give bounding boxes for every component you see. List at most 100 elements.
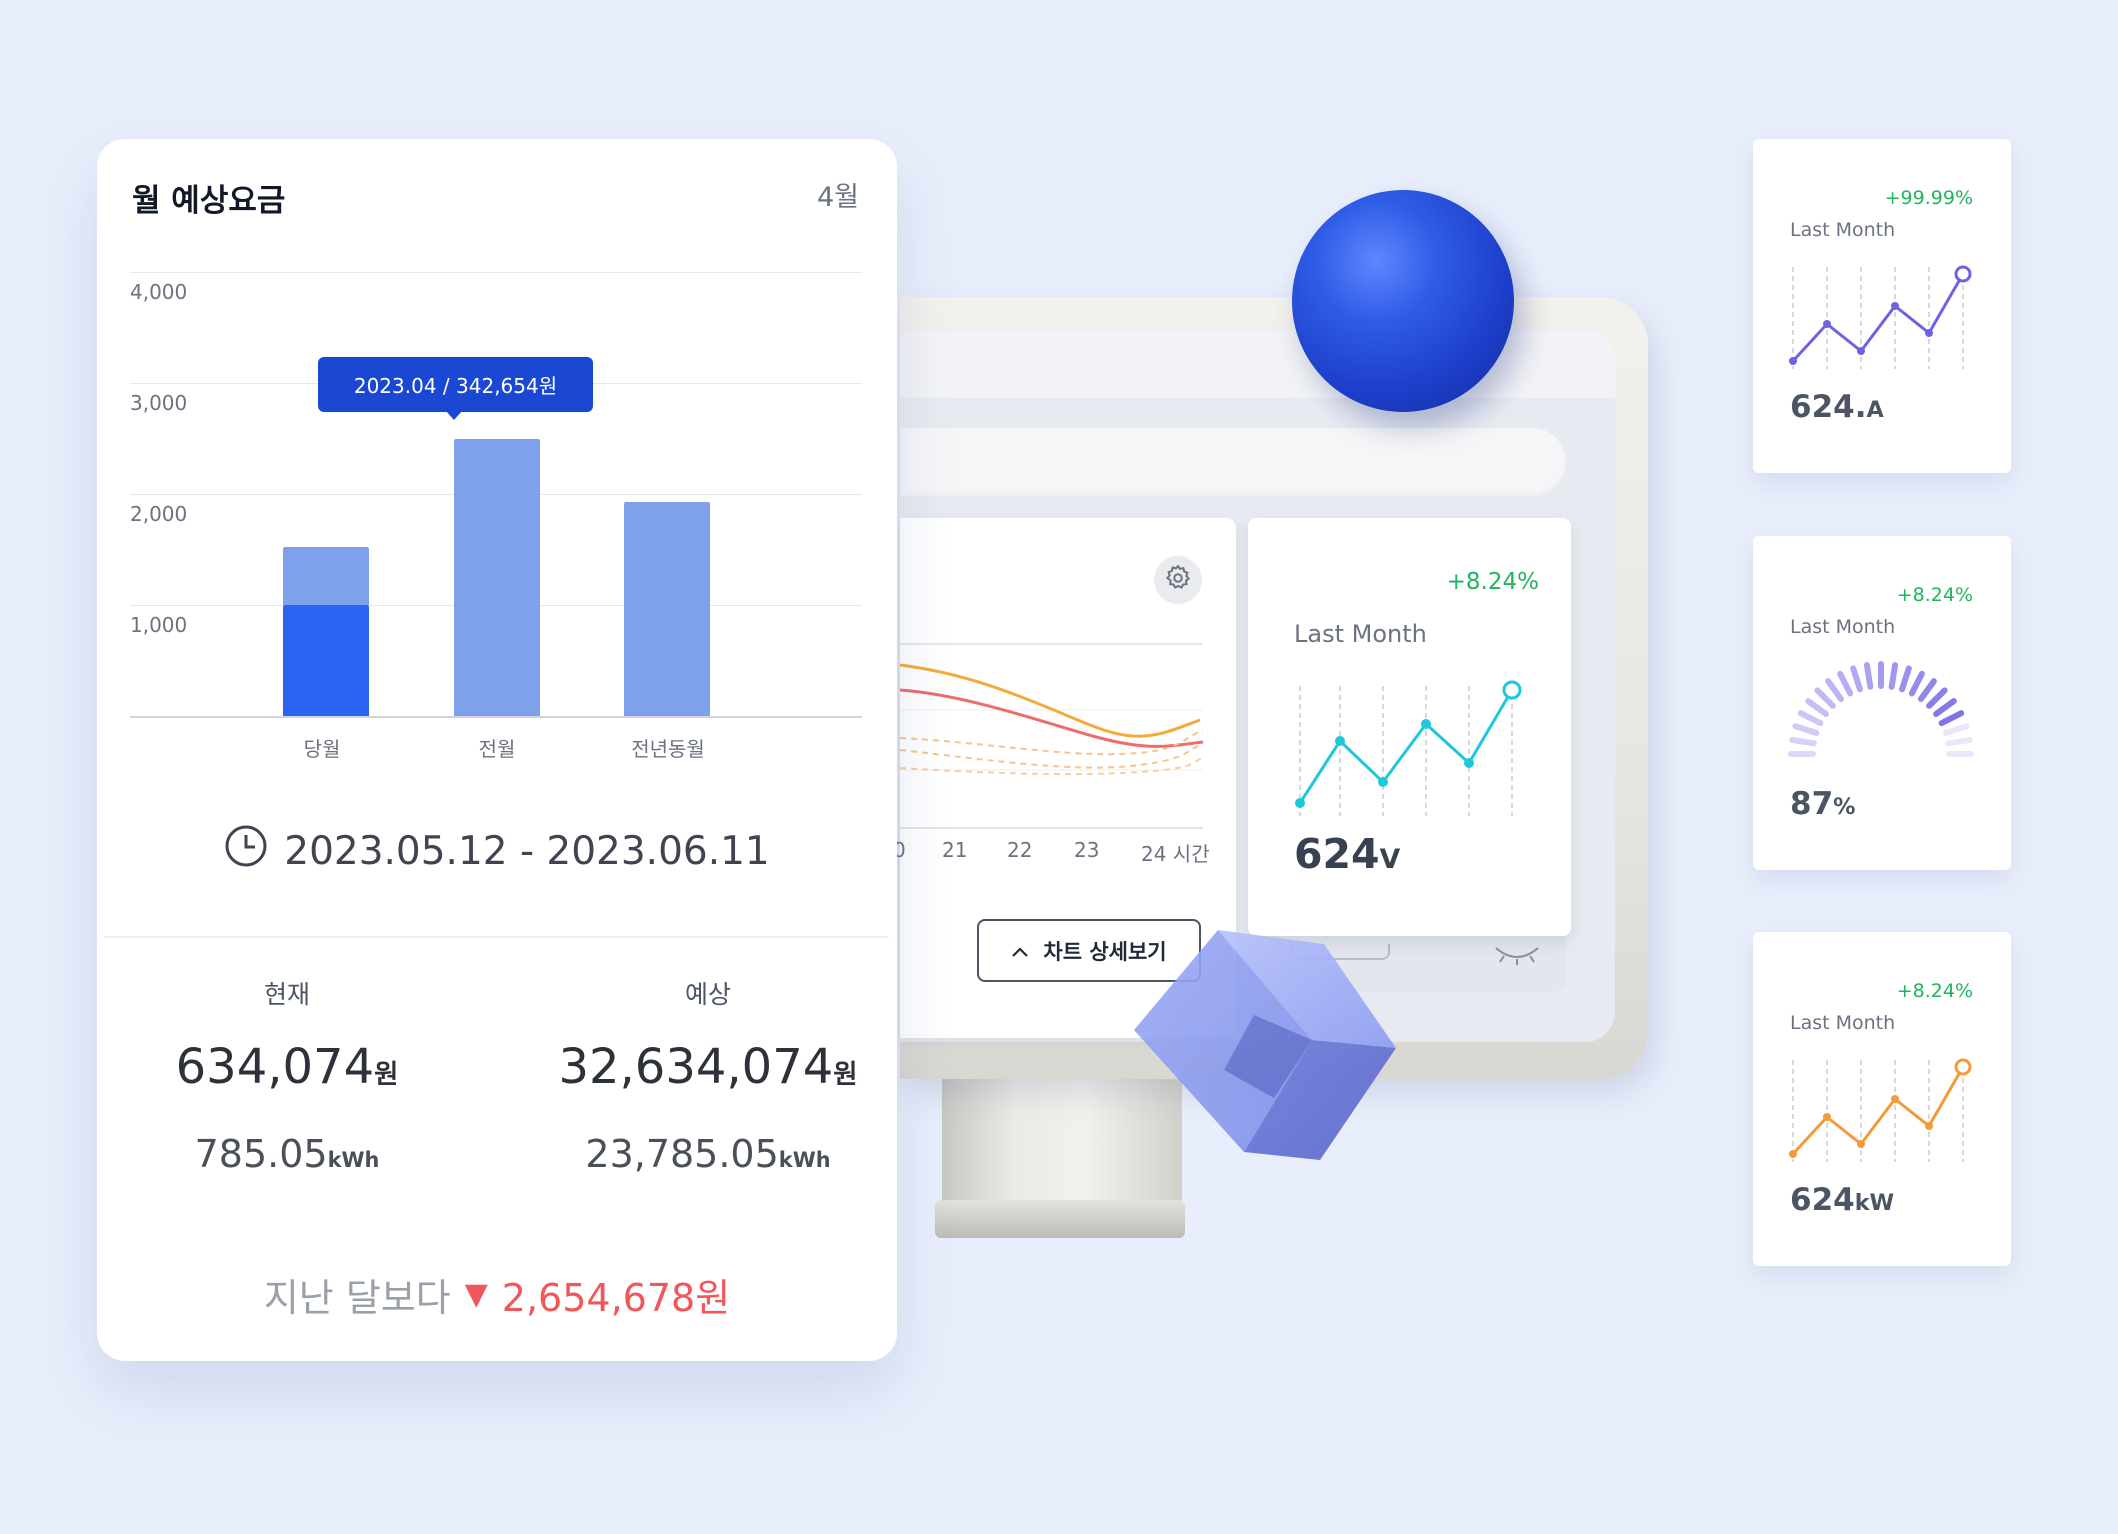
sparkline-point — [1378, 777, 1388, 787]
comparison-amount: 2,654,678원 — [501, 1276, 731, 1320]
sparkline-point — [1502, 680, 1522, 700]
current-label: 현재 — [263, 980, 310, 1009]
gauge-tick — [1863, 662, 1874, 690]
current-usage: 785.05kWh — [194, 1132, 380, 1176]
change-percent: +8.24% — [1896, 980, 1973, 1002]
bar-전년동월-1[interactable] — [624, 501, 710, 716]
gauge-tick — [1933, 698, 1957, 718]
chevron-up-icon — [1011, 939, 1029, 963]
sparkline-point — [1464, 758, 1474, 768]
y-tick-label: 4,000 — [130, 280, 188, 304]
forecast-usage: 23,785.05kWh — [585, 1132, 831, 1176]
monthly-estimate-card: 월 예상요금 4월 4,000 3,000 2,000 1,000 당월 전월 … — [97, 139, 897, 1361]
sparkline-point — [1891, 1095, 1899, 1103]
power-metric-card: +8.24% Last Month 624kW — [1753, 932, 2011, 1266]
line-series-dashed-3 — [900, 757, 1204, 776]
voltage-panel: +8.24% Last Month 624V — [1248, 518, 1571, 936]
sparkline — [1789, 265, 1972, 369]
sparkline-point — [1857, 1140, 1865, 1148]
comparison-label: 지난 달보다 — [263, 1276, 451, 1320]
card-subtitle: Last Month — [1790, 219, 1896, 241]
bar-당월-1[interactable] — [283, 547, 369, 605]
gauge-tick — [1917, 678, 1937, 702]
glass-cube — [1134, 930, 1396, 1160]
gauge-tick — [1837, 670, 1854, 697]
line-series-dashed-1 — [900, 729, 1204, 756]
gauge-tick — [1789, 736, 1817, 747]
metric-value: 624.A — [1790, 389, 1884, 425]
bar-전월-1[interactable] — [454, 438, 540, 716]
gauge-tick — [1792, 723, 1820, 736]
sparkline-point — [1954, 265, 1972, 283]
sparkline-point — [1891, 302, 1899, 310]
gauge-tick — [1825, 678, 1845, 702]
gauge-tick — [1888, 662, 1899, 690]
card-title: 월 예상요금 — [132, 183, 286, 219]
y-tick-label: 2,000 — [130, 502, 188, 526]
sparkline-path — [1791, 1066, 1965, 1156]
sparkline-path — [1791, 273, 1965, 363]
screen-search-bar[interactable] — [900, 428, 1566, 496]
change-percent: +8.24% — [1896, 584, 1973, 606]
metric-value: 87% — [1790, 786, 1856, 822]
gauge-tick — [1814, 687, 1836, 709]
gauge-tick — [1899, 665, 1912, 693]
sparkline-point — [1925, 1122, 1933, 1130]
gear-icon — [1163, 563, 1193, 597]
chart-tooltip: 2023.04 / 342,654원 — [318, 357, 593, 420]
metric-value: 624kW — [1790, 1182, 1895, 1218]
forecast-amount: 32,634,074원 — [558, 1039, 858, 1095]
gauge-tick — [1938, 710, 1965, 727]
x-tick-label: 당월 — [303, 737, 341, 761]
chart-detail-button[interactable]: 차트 상세보기 — [977, 919, 1201, 982]
change-percent: +8.24% — [1446, 569, 1539, 595]
sparkline-point — [1421, 719, 1431, 729]
month-comparison: 지난 달보다 ▼ 2,654,678원 — [97, 1267, 897, 1322]
sparkline-point — [1925, 329, 1933, 337]
settings-button[interactable] — [1154, 556, 1202, 604]
sparkline-path — [1298, 689, 1514, 804]
period-text: 2023.05.12 - 2023.06.11 — [284, 828, 770, 874]
sparkline-point — [1789, 357, 1797, 365]
sparkline — [1789, 1058, 1972, 1162]
gauge-tick — [1805, 698, 1829, 718]
card-subtitle: Last Month — [1790, 616, 1896, 638]
gauge-tick — [1850, 665, 1863, 693]
hour-label: 21 — [942, 838, 968, 862]
hour-label: 22 — [1007, 838, 1033, 862]
gauge-tick — [1797, 710, 1824, 727]
sparkline-point — [1823, 320, 1831, 328]
gauge-tick — [1945, 736, 1973, 747]
sparkline-point — [1789, 1150, 1797, 1158]
change-percent: +99.99% — [1884, 187, 1973, 209]
forecast-label: 예상 — [684, 980, 731, 1009]
hour-label: 24 시간 — [1141, 842, 1210, 866]
sparkline-point — [1295, 798, 1305, 808]
bar-당월-0[interactable] — [283, 605, 369, 716]
month-selector[interactable]: 4월 — [816, 182, 859, 213]
grid-line — [130, 272, 862, 273]
x-axis-line — [130, 716, 862, 718]
panel-subtitle: Last Month — [1294, 620, 1427, 648]
hour-label: 23 — [1074, 838, 1100, 862]
y-tick-label: 1,000 — [130, 613, 188, 637]
closed-eye-icon — [1495, 947, 1539, 965]
screen-topbar — [900, 330, 1615, 398]
panel-divider — [900, 643, 1203, 645]
line-series-red — [900, 688, 1204, 748]
card-subtitle: Last Month — [1790, 1012, 1896, 1034]
y-tick-label: 3,000 — [130, 391, 188, 415]
card-divider — [103, 936, 889, 938]
gauge-tick — [1926, 687, 1948, 709]
sparkline-point — [1335, 736, 1345, 746]
monitor-stand-foot — [935, 1200, 1185, 1238]
line-chart — [900, 663, 1204, 829]
down-arrow-icon: ▼ — [464, 1277, 488, 1312]
gauge — [1788, 661, 1974, 757]
ratio-metric-card: +8.24% Last Month 87% — [1753, 536, 2011, 870]
gauge-tick — [1908, 670, 1925, 697]
billing-period: 2023.05.12 - 2023.06.11 — [97, 824, 897, 878]
sparkline-point — [1954, 1058, 1972, 1076]
chart-detail-label: 차트 상세보기 — [1043, 939, 1167, 964]
